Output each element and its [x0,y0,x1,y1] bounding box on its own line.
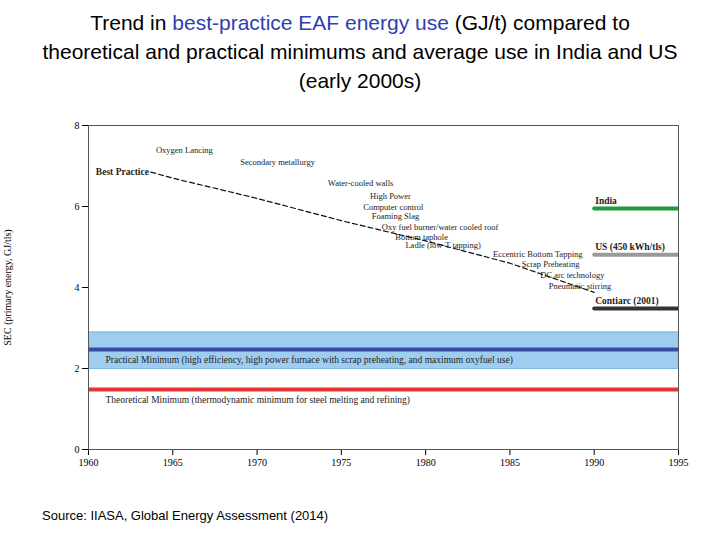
svg-text:Best Practice: Best Practice [96,167,149,177]
svg-text:1965: 1965 [163,457,183,468]
svg-text:1960: 1960 [79,457,99,468]
svg-text:2: 2 [75,363,80,374]
svg-text:Practical Minimum (high effici: Practical Minimum (high efficiency, high… [106,355,513,366]
svg-text:India: India [595,196,617,206]
svg-text:6: 6 [75,201,80,212]
svg-text:Contiarc (2001): Contiarc (2001) [595,296,658,307]
svg-text:0: 0 [75,444,80,455]
svg-text:Oxy fuel burner/water cooled r: Oxy fuel burner/water cooled roof [381,222,499,233]
svg-text:US (450 kWh/tls): US (450 kWh/tls) [595,242,665,253]
svg-text:Foaming Slag: Foaming Slag [372,211,420,221]
svg-text:1975: 1975 [331,457,351,468]
svg-text:8: 8 [75,120,80,131]
svg-text:1980: 1980 [416,457,436,468]
svg-text:Oxygen Lancing: Oxygen Lancing [156,145,214,155]
svg-text:Bottom taphole: Bottom taphole [395,231,448,242]
svg-text:1995: 1995 [669,457,689,468]
svg-text:Water-cooled walls: Water-cooled walls [328,178,393,188]
html-text:Source: IIASA, Global Energy A: Source: IIASA, Global Energy Assessment … [42,508,329,523]
svg-text:1990: 1990 [584,457,604,468]
svg-text:Eccentric Bottom Tapping: Eccentric Bottom Tapping [493,249,583,259]
svg-text:High Power: High Power [370,191,411,201]
svg-text:SEC (primary energy, GJ/tls): SEC (primary energy, GJ/tls) [2,229,14,345]
svg-text:Pneumatic stirring: Pneumatic stirring [549,281,612,291]
svg-text:Secondary metallurgy: Secondary metallurgy [240,157,315,167]
svg-text:Ladle (low-T tapping): Ladle (low-T tapping) [405,240,481,250]
svg-text:1985: 1985 [500,457,520,468]
svg-text:Theoretical Minimum (thermodyn: Theoretical Minimum (thermodynamic minim… [106,395,410,406]
svg-text:4: 4 [75,282,80,293]
svg-text:DC arc technology: DC arc technology [540,270,605,280]
svg-text:1970: 1970 [247,457,267,468]
svg-text:Computer control: Computer control [363,202,424,212]
svg-text:Scrap Preheating: Scrap Preheating [522,259,581,269]
html-text:Trend in best-practice EAF ene: Trend in best-practice EAF energy use (G… [42,11,678,92]
